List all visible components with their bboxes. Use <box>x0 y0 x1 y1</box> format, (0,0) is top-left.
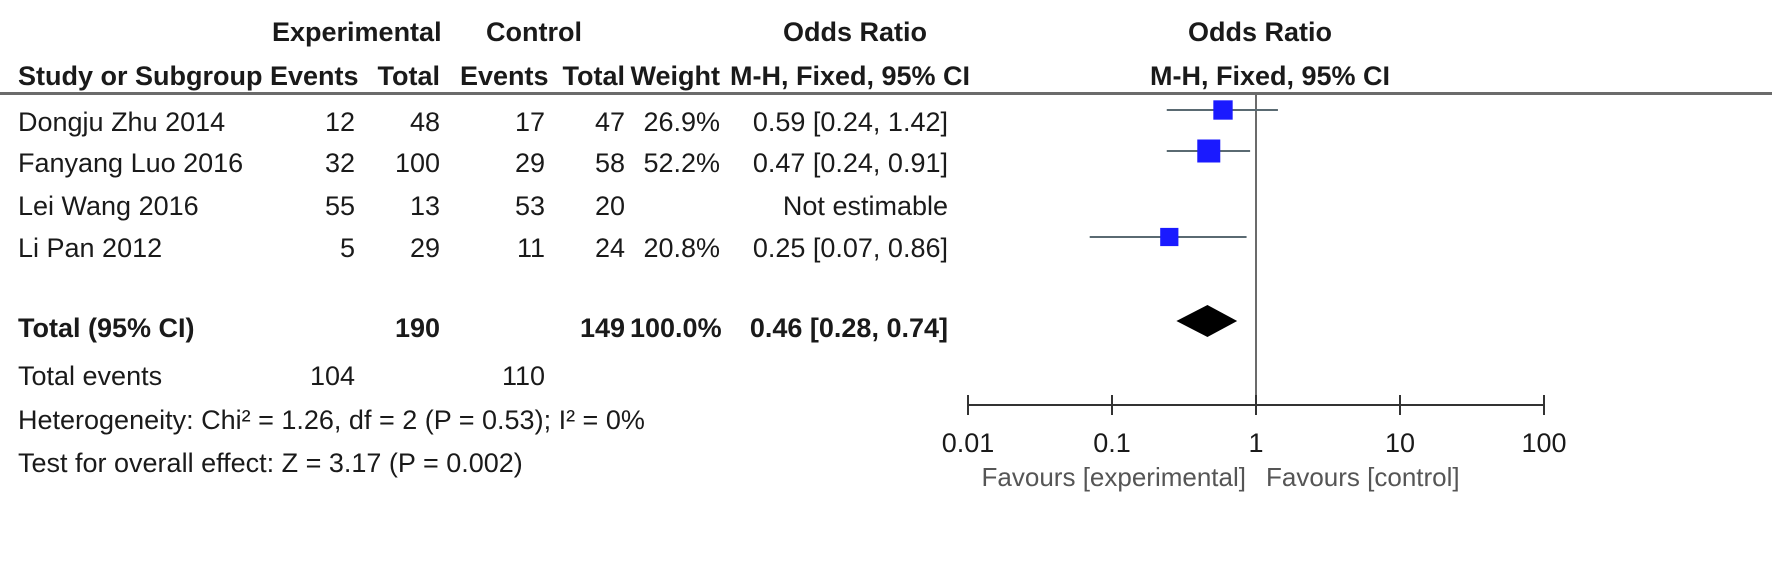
row-exp-total: 100 <box>394 148 440 178</box>
header-ctl-events: Events <box>460 61 549 91</box>
header-weight: Weight <box>630 61 721 91</box>
row-study: Lei Wang 2016 <box>18 191 199 221</box>
x-tick-label: 10 <box>1385 428 1415 458</box>
total-events-ctl: 110 <box>501 361 545 391</box>
row-ctl-total: 24 <box>594 233 625 263</box>
row-study: Dongju Zhu 2014 <box>18 107 226 137</box>
row-exp-total: 48 <box>409 107 440 137</box>
header-exp-total: Total <box>377 61 441 91</box>
favours-experimental-label: Favours [experimental] <box>982 462 1246 492</box>
row-ctl-events: 11 <box>516 233 545 263</box>
row-exp-total: 29 <box>409 233 440 263</box>
row-ci: 0.47 [0.24, 0.91] <box>752 148 948 178</box>
x-tick-label: 0.01 <box>942 428 995 458</box>
header-odds-ratio-text: Odds Ratio <box>782 17 927 47</box>
row-ctl-events: 17 <box>514 107 545 137</box>
header-plot-method: M-H, Fixed, 95% CI <box>1150 61 1391 91</box>
header-control-group: Control <box>486 17 582 47</box>
header-exp-events: Events <box>270 61 359 91</box>
header-experimental-group: Experimental <box>272 17 442 47</box>
row-study: Li Pan 2012 <box>18 233 163 263</box>
row-ci: 0.25 [0.07, 0.86] <box>752 233 948 263</box>
total-exp-total: 190 <box>394 313 440 343</box>
row-ctl-total: 58 <box>594 148 625 178</box>
row-weight: 52.2% <box>643 148 720 178</box>
header-odds-ratio-plot: Odds Ratio <box>1187 17 1332 47</box>
row-weight: 20.8% <box>643 233 720 263</box>
heterogeneity-text: Heterogeneity: Chi² = 1.26, df = 2 (P = … <box>18 405 645 435</box>
row-study: Fanyang Luo 2016 <box>18 148 244 178</box>
row-exp-events: 32 <box>324 148 355 178</box>
total-weight: 100.0% <box>630 313 722 343</box>
overall-effect-text: Test for overall effect: Z = 3.17 (P = 0… <box>18 448 523 478</box>
pooled-diamond <box>1176 305 1238 337</box>
total-label: Total (95% CI) <box>18 313 195 343</box>
header-divider <box>0 92 1772 95</box>
row-ctl-total: 47 <box>594 107 625 137</box>
header-study: Study or Subgroup <box>18 61 263 91</box>
row-ci: Not estimable <box>782 191 948 221</box>
total-events-label: Total events <box>18 361 163 391</box>
favours-control-label: Favours [control] <box>1266 462 1460 492</box>
row-exp-events: 5 <box>339 233 355 263</box>
study-marker <box>1197 139 1221 163</box>
study-marker <box>1213 100 1233 120</box>
x-tick-label: 100 <box>1521 428 1566 458</box>
total-ctl-total: 149 <box>579 313 625 343</box>
row-exp-events: 55 <box>324 191 355 221</box>
row-weight: 26.9% <box>643 107 720 137</box>
study-marker <box>1160 227 1179 247</box>
row-ctl-total: 20 <box>594 191 625 221</box>
total-ci: 0.46 [0.28, 0.74] <box>749 313 948 343</box>
row-ctl-events: 29 <box>514 148 545 178</box>
x-tick-label: 1 <box>1248 428 1263 458</box>
row-ctl-events: 53 <box>514 191 545 221</box>
x-tick-label: 0.1 <box>1093 428 1131 458</box>
header-method: M-H, Fixed, 95% CI <box>730 61 971 91</box>
header-ctl-total: Total <box>562 61 626 91</box>
total-events-exp: 104 <box>309 361 355 391</box>
row-ci: 0.59 [0.24, 1.42] <box>752 107 948 137</box>
row-exp-total: 13 <box>409 191 440 221</box>
row-exp-events: 12 <box>324 107 355 137</box>
